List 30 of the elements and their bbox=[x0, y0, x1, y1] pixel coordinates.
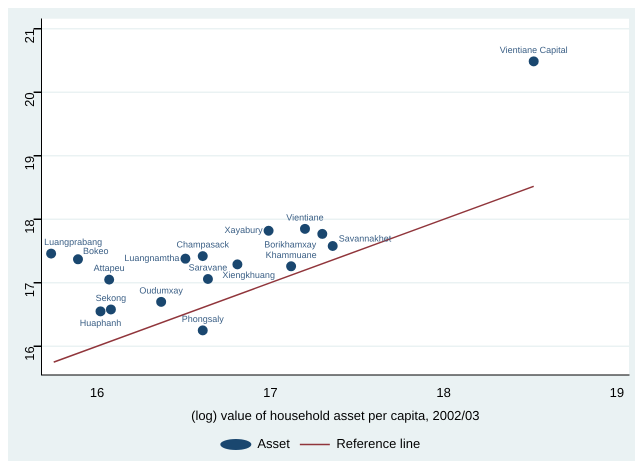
annotation: Xiengkhuang bbox=[222, 270, 275, 280]
x-tick-label: 17 bbox=[263, 385, 278, 400]
x-tick-label: 19 bbox=[610, 385, 624, 400]
y-tick-label: 18 bbox=[22, 219, 38, 234]
x-tick-label: 18 bbox=[436, 385, 451, 400]
annotation: Sekong bbox=[96, 292, 126, 303]
annotation: Vientiane Capital bbox=[500, 44, 568, 55]
y-tick-label: 17 bbox=[22, 282, 38, 298]
annotation: Borikhamxay bbox=[264, 239, 317, 250]
legend-label: Asset bbox=[257, 436, 290, 452]
y-tick-label: 21 bbox=[22, 28, 38, 44]
annotation: Saravane bbox=[188, 262, 228, 272]
annotation: Champasack bbox=[176, 240, 230, 250]
annotation: Luangnamtha bbox=[124, 253, 180, 264]
annotation: Luangprabang bbox=[44, 237, 102, 248]
legend-label: Reference line bbox=[336, 436, 420, 452]
annotation: Phongsaly bbox=[182, 314, 224, 324]
annotation: Huaphanh bbox=[80, 318, 122, 328]
annotation: Attapeu bbox=[94, 263, 125, 274]
y-tick-label: 16 bbox=[22, 346, 38, 361]
y-tick-label: 19 bbox=[22, 156, 38, 170]
annotation: Oudumxay bbox=[139, 285, 184, 296]
annotation: Savannakhet bbox=[338, 233, 392, 244]
x-axis-title: (log) value of household asset per capita, 2002/03 bbox=[191, 408, 480, 423]
annotation: Khammuane bbox=[266, 250, 317, 260]
annotation: Bokeo bbox=[82, 246, 109, 256]
annotation: Xayabury bbox=[224, 225, 264, 236]
x-tick-label: 16 bbox=[90, 385, 104, 400]
annotation: Vientiane bbox=[286, 212, 324, 222]
y-tick-label: 20 bbox=[22, 92, 38, 107]
